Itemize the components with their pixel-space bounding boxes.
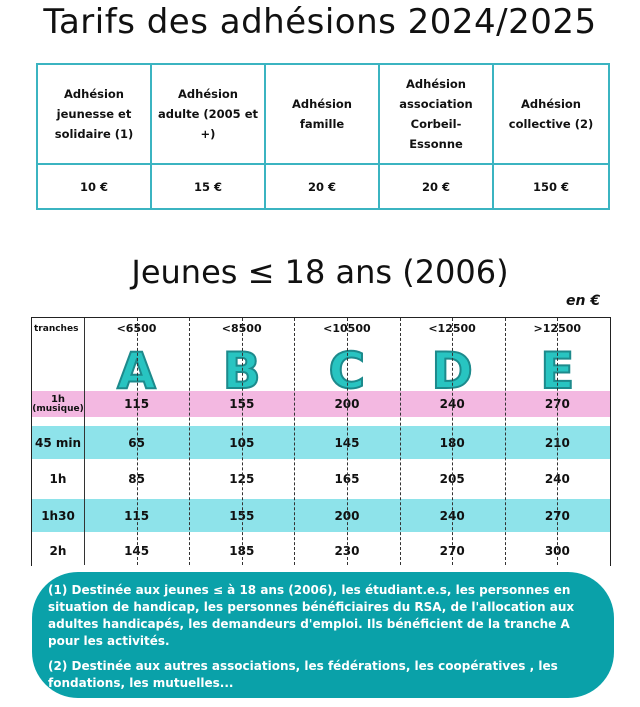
- grid-divider: [84, 318, 85, 565]
- tarif-row: 1h30 115 155 200 240 270: [32, 499, 610, 532]
- tranche-threshold: <12500: [428, 322, 476, 335]
- row-label: 45 min: [32, 426, 84, 459]
- tarif-cell: 180: [439, 435, 465, 450]
- grid-divider: [347, 318, 348, 565]
- tarif-cell: 210: [544, 435, 570, 450]
- grid-divider: [189, 318, 191, 565]
- tranche-threshold: >12500: [533, 322, 582, 335]
- adhesion-header: Adhésion collective (2): [494, 65, 608, 165]
- tranche-threshold: <8500: [221, 322, 262, 335]
- tarif-cell: 105: [229, 435, 255, 450]
- row-label: 1h (musique): [32, 391, 84, 417]
- tranches-label: tranches: [34, 324, 79, 334]
- grid-divider: [241, 318, 243, 565]
- tranche-threshold: <6500: [116, 322, 157, 335]
- grid-divider: [136, 318, 138, 565]
- row-label-text: 1h30: [41, 508, 75, 523]
- adhesion-price: 15 €: [152, 165, 266, 208]
- tarif-cell: 205: [439, 471, 465, 486]
- row-sublabel: (musique): [32, 403, 84, 414]
- tarif-cell: 240: [439, 508, 465, 523]
- page-title: Tarifs des adhésions 2024/2025: [43, 2, 597, 42]
- row-label: 1h30: [32, 499, 84, 532]
- tarif-cell: 230: [334, 543, 360, 558]
- row-label-text: 1h: [49, 471, 67, 486]
- tarif-cell: 300: [544, 543, 570, 558]
- row-label: 2h: [32, 534, 84, 567]
- notes-box: (1) Destinée aux jeunes ≤ à 18 ans (2006…: [32, 572, 614, 698]
- row-label-text: 2h: [49, 543, 67, 558]
- tranche-letter: C: [328, 341, 367, 401]
- adhesion-header: Adhésion adulte (2005 et +): [152, 65, 266, 165]
- tarif-cell: 185: [229, 543, 255, 558]
- tarif-cell: 65: [128, 435, 145, 450]
- tarif-cell: 270: [544, 508, 570, 523]
- tranche-letter: E: [539, 341, 575, 401]
- tranche-letter: D: [430, 341, 474, 401]
- row-label: 1h: [32, 462, 84, 495]
- note-1: (1) Destinée aux jeunes ≤ à 18 ans (2006…: [48, 583, 575, 648]
- tarif-cell: 155: [229, 397, 255, 411]
- tarif-cell: 270: [439, 543, 465, 558]
- tarif-cell: 240: [544, 471, 570, 486]
- jeunes-title: Jeunes ≤ 18 ans (2006): [131, 253, 509, 291]
- grid-divider: [504, 318, 506, 565]
- grid-divider: [294, 318, 296, 565]
- tarif-row: 45 min 65 105 145 180 210: [32, 426, 610, 459]
- tarif-cell: 155: [229, 508, 255, 523]
- tarif-cell: 165: [334, 471, 360, 486]
- tarif-cell: 125: [229, 471, 255, 486]
- adhesion-price: 150 €: [532, 179, 569, 194]
- row-label-text: 45 min: [34, 435, 82, 450]
- tarif-cell: 200: [334, 508, 360, 523]
- adhesion-header: Adhésion jeunesse et solidaire (1): [38, 65, 152, 165]
- tarif-grid: tranches 1h (musique) 115 155 200 240 270 45 mi…: [31, 317, 611, 567]
- tarif-cell: 145: [334, 435, 360, 450]
- unit-label: en €: [566, 293, 601, 309]
- adhesion-price: 10 €: [38, 165, 152, 208]
- row-label-text: 1h: [50, 393, 66, 405]
- adhesion-price: 20 €: [380, 165, 494, 208]
- tarif-cell: 200: [334, 397, 360, 411]
- tarif-row: 2h 145 185 230 270 300: [32, 534, 610, 567]
- adhesion-price: 20 €: [266, 165, 380, 208]
- tranche-letter: A: [116, 341, 157, 401]
- tranche-letter: B: [222, 341, 262, 401]
- note-2: (2) Destinée aux autres associations, le…: [48, 659, 558, 690]
- tarif-cell: 270: [544, 397, 570, 411]
- tarif-cell: 240: [439, 397, 465, 411]
- grid-divider: [399, 318, 401, 565]
- adhesion-table: Adhésion jeunesse et solidaire (1) Adhés…: [36, 63, 610, 210]
- tranche-threshold: <10500: [323, 322, 371, 335]
- tarif-cell: 85: [128, 471, 145, 486]
- grid-divider: [452, 318, 454, 565]
- adhesion-header: Adhésion famille: [266, 65, 380, 165]
- adhesion-header: Adhésion association Corbeil-Essonne: [380, 65, 494, 165]
- tarif-row: 1h 85 125 165 205 240: [32, 462, 610, 495]
- grid-divider: [557, 318, 559, 565]
- tarif-row: 1h (musique) 115 155 200 240 270: [32, 391, 610, 417]
